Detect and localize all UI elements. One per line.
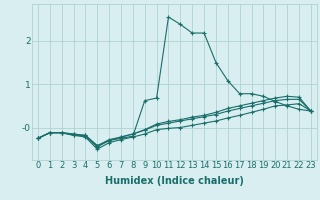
X-axis label: Humidex (Indice chaleur): Humidex (Indice chaleur) bbox=[105, 176, 244, 186]
